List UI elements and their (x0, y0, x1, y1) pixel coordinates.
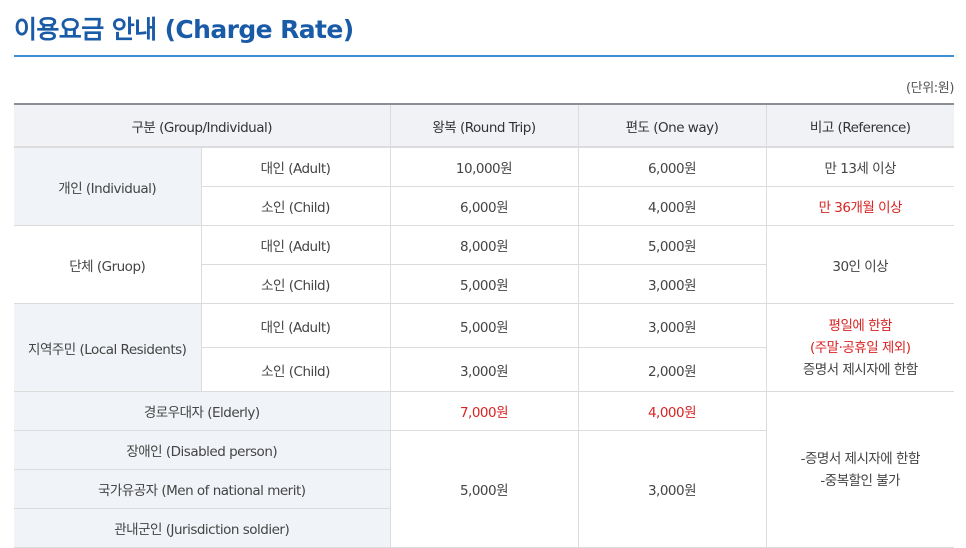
table-row: 관내군인 (Jurisdiction soldier) (14, 508, 954, 548)
table-row: 경로우대자 (Elderly) 7,000원 4,000원 -증명서 제시자에 … (14, 391, 954, 548)
table-row: 소인 (Child) 3,000원 2,000원 (14, 347, 954, 392)
group-adult-label: 대인 (Adult) (200, 225, 391, 265)
residents-child-round-trip: 3,000원 (389, 347, 579, 392)
residents-reference-line1: 평일에 한함 (828, 317, 893, 334)
title-divider (14, 55, 954, 57)
residents-child-one-way: 2,000원 (577, 347, 766, 392)
table-row: 단체 (Gruop) 대인 (Adult) 8,000원 5,000원 30인 … (14, 225, 954, 304)
elderly-round-trip: 7,000원 (389, 391, 579, 431)
special-one-way: 3,000원 (577, 430, 766, 548)
individual-adult-label: 대인 (Adult) (200, 146, 391, 187)
table-row: 국가유공자 (Men of national merit) (14, 469, 954, 509)
merit-label: 국가유공자 (Men of national merit) (14, 469, 390, 509)
elderly-one-way: 4,000원 (577, 391, 767, 431)
charge-rate-table: 구분 (Group/Individual) 왕복 (Round Trip) 편도… (14, 103, 954, 548)
residents-child-label: 소인 (Child) (201, 347, 391, 392)
residents-label: 지역주민 (Local Residents) (14, 303, 202, 392)
residents-reference-line3: 증명서 제시자에 한함 (802, 361, 918, 378)
residents-adult-label: 대인 (Adult) (200, 303, 391, 348)
special-reference: -증명서 제시자에 한함 -중복할인 불가 (765, 391, 954, 548)
group-adult-one-way: 5,000원 (577, 225, 767, 265)
disabled-label: 장애인 (Disabled person) (14, 430, 391, 470)
group-label: 단체 (Gruop) (14, 225, 202, 304)
special-round-trip: 5,000원 (389, 430, 579, 548)
table-row: 장애인 (Disabled person) 5,000원 3,000원 (14, 430, 954, 548)
residents-adult-one-way: 3,000원 (577, 303, 767, 348)
table-row: 개인 (Individual) 대인 (Adult) 10,000원 6,000… (14, 146, 954, 226)
residents-reference-line2: (주말·공휴일 제외) (809, 339, 911, 356)
elderly-label: 경로우대자 (Elderly) (14, 391, 391, 431)
individual-child-label: 소인 (Child) (201, 186, 391, 226)
individual-child-reference: 만 36개월 이상 (765, 186, 954, 226)
header-one-way: 편도 (One way) (577, 103, 767, 148)
individual-label: 개인 (Individual) (14, 146, 202, 226)
group-child-round-trip: 5,000원 (389, 264, 579, 304)
group-reference: 30인 이상 (765, 225, 954, 304)
header-reference: 비고 (Reference) (765, 103, 954, 148)
residents-reference: 평일에 한함 (주말·공휴일 제외) 증명서 제시자에 한함 (765, 303, 954, 392)
header-round-trip: 왕복 (Round Trip) (389, 103, 579, 148)
special-reference-line2: -중복할인 불가 (820, 472, 901, 489)
table-row: 지역주민 (Local Residents) 대인 (Adult) 5,000원… (14, 303, 954, 392)
table-header-row: 구분 (Group/Individual) 왕복 (Round Trip) 편도… (14, 103, 954, 148)
individual-adult-reference: 만 13세 이상 (765, 146, 954, 187)
group-child-label: 소인 (Child) (201, 264, 391, 304)
group-adult-round-trip: 8,000원 (389, 225, 579, 265)
individual-child-round-trip: 6,000원 (389, 186, 579, 226)
header-group: 구분 (Group/Individual) (14, 103, 391, 148)
special-reference-line1: -증명서 제시자에 한함 (800, 450, 921, 467)
unit-note: (단위:원) (905, 81, 954, 96)
page-title: 이용요금 안내 (Charge Rate) (14, 15, 354, 44)
individual-child-one-way: 4,000원 (577, 186, 767, 226)
group-child-one-way: 3,000원 (577, 264, 766, 304)
individual-adult-round-trip: 10,000원 (389, 146, 579, 187)
residents-adult-round-trip: 5,000원 (389, 303, 579, 348)
soldier-label: 관내군인 (Jurisdiction soldier) (14, 508, 390, 548)
table-row: 소인 (Child) 5,000원 3,000원 (14, 264, 954, 304)
individual-adult-one-way: 6,000원 (577, 146, 767, 187)
